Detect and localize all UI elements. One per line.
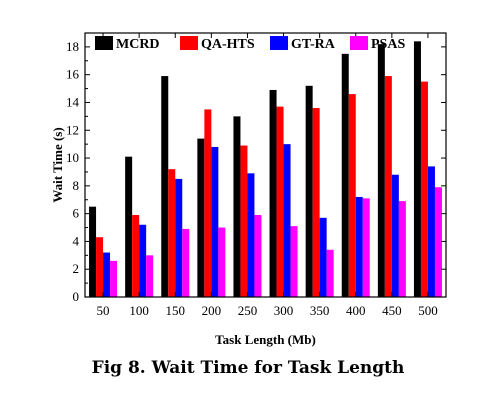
x-tick-label: 450 [382,303,402,318]
x-tick-label: 400 [346,303,366,318]
y-tick-label: 0 [73,289,80,304]
bar-gt-ra-350 [319,217,327,297]
bar-gt-ra-450 [391,174,399,297]
legend-swatch-mcrd [95,36,113,50]
bar-psas-400 [362,198,370,297]
axes-layer: 0 2 4 6 8 10 12 14 16 18 50 100 150 200 250 300 350 400 45… [66,32,447,318]
legend-swatch-psas [350,36,368,50]
legend-label-gt-ra: GT-RA [291,37,336,52]
bar-mcrd-100 [125,156,133,297]
y-tick-label: 18 [66,39,79,54]
x-tick-label: 500 [418,303,438,318]
bar-psas-200 [218,227,226,297]
legend-swatch-qa-hts [180,36,198,50]
bar-gt-ra-150 [175,178,183,297]
bar-mcrd-350 [305,85,313,297]
bar-mcrd-200 [197,138,205,297]
bar-gt-ra-400 [355,196,363,297]
bar-gt-ra-250 [247,173,255,297]
bar-mcrd-450 [377,44,385,298]
x-tick-label: 300 [274,303,294,318]
bar-gt-ra-500 [427,166,435,297]
bar-psas-450 [398,201,406,297]
bar-mcrd-500 [413,41,421,298]
legend-swatch-gt-ra [270,36,288,50]
bar-psas-300 [290,226,298,297]
y-tick-label: 8 [73,178,80,193]
legend: MCRD QA-HTS GT-RA PSAS [95,36,405,52]
y-tick-label: 6 [73,206,80,221]
bar-qa-hts-250 [240,145,248,297]
y-tick-label: 16 [66,67,80,82]
legend-label-mcrd: MCRD [116,37,160,52]
legend-label-qa-hts: QA-HTS [201,37,255,52]
x-tick-label: 150 [166,303,186,318]
legend-label-psas: PSAS [371,37,405,52]
bar-mcrd-50 [89,206,97,297]
plot-frame [84,32,447,298]
x-tick-label: 100 [129,303,149,318]
y-tick-label: 12 [66,122,79,137]
x-tick-label: 200 [202,303,222,318]
bar-qa-hts-100 [132,215,140,297]
bar-qa-hts-200 [204,109,212,297]
bar-qa-hts-400 [348,94,356,297]
bar-mcrd-400 [341,53,349,298]
x-tick-label: 50 [97,303,110,318]
bar-mcrd-150 [161,76,169,297]
bar-psas-150 [182,228,190,297]
figure-caption: Fig 8. Wait Time for Task Length [91,358,405,378]
bar-qa-hts-450 [384,76,392,297]
y-axis-title: Wait Time (s) [50,127,65,202]
x-tick-label: 250 [238,303,258,318]
bars-layer [89,41,442,298]
bar-mcrd-300 [269,89,277,297]
y-tick-label: 14 [66,94,80,109]
bar-qa-hts-150 [168,169,176,297]
bar-gt-ra-100 [139,224,147,297]
bar-gt-ra-300 [283,144,291,297]
y-tick-label: 4 [73,233,80,248]
bar-qa-hts-350 [312,108,320,297]
x-axis-title: Task Length (Mb) [215,332,316,347]
bar-qa-hts-300 [276,106,284,297]
bar-mcrd-250 [233,116,241,298]
bar-psas-50 [110,260,118,297]
bar-qa-hts-50 [96,237,104,297]
bar-psas-100 [146,255,154,297]
bar-psas-350 [326,249,334,297]
y-tick-label: 10 [66,150,79,165]
bar-gt-ra-200 [211,146,219,297]
x-tick-label: 350 [310,303,330,318]
y-tick-label: 2 [73,261,80,276]
bar-qa-hts-500 [420,81,428,297]
bar-gt-ra-50 [103,252,111,297]
bar-psas-250 [254,215,262,297]
bar-psas-500 [434,187,442,297]
